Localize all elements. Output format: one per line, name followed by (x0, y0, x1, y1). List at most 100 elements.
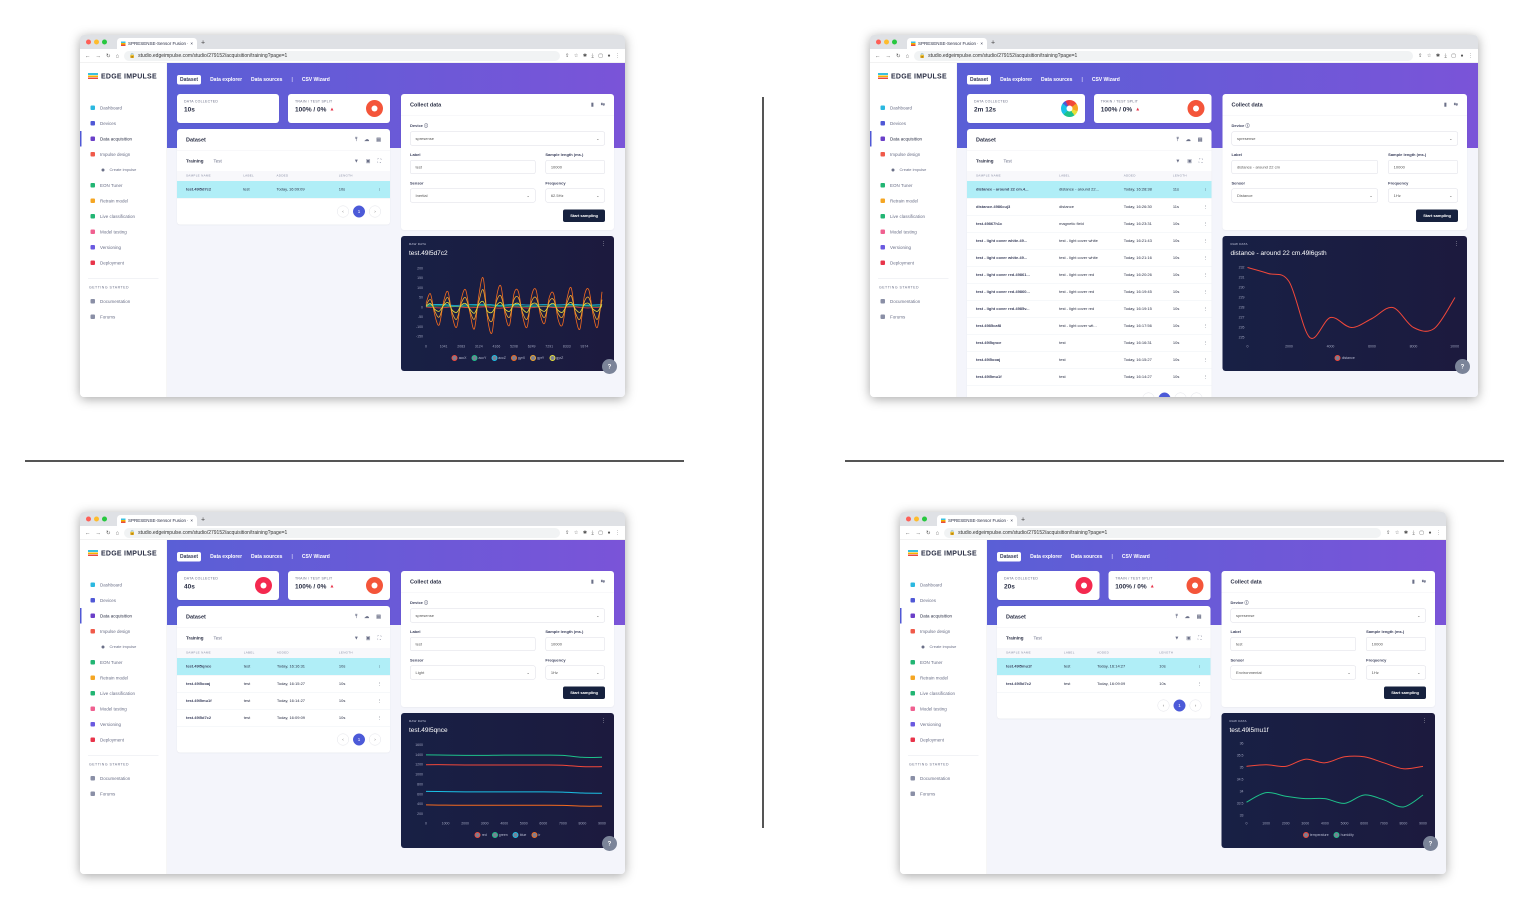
sidebar-item-impulse-design[interactable]: Impulse design (80, 147, 167, 163)
sidebar-item-eon-tuner[interactable]: EON Tuner (900, 655, 987, 671)
sidebar-item-create-impulse[interactable]: Create impulse (870, 162, 957, 178)
sidebar-item-impulse-design[interactable]: Impulse design (80, 624, 167, 640)
profile-icon[interactable]: ● (607, 530, 611, 536)
url-field[interactable]: 🔒 studio.edgeimpulse.com/studio/279152/ac… (123, 527, 561, 538)
maximize-window-button[interactable] (102, 516, 107, 522)
sidebar-item-live-classification[interactable]: Live classification (80, 686, 167, 702)
tab-test[interactable]: Test (213, 635, 222, 641)
select-icon[interactable]: ▣ (365, 635, 371, 641)
browser-tab[interactable]: SPRESENSE-Sensor Fusion - I × (117, 38, 197, 49)
menu-icon[interactable]: ⋮ (1468, 53, 1473, 59)
connect-icon[interactable]: ⇆ (600, 102, 605, 108)
label-input[interactable]: test (410, 637, 536, 651)
back-icon[interactable]: ← (85, 529, 91, 536)
tab-dataset[interactable]: Dataset (967, 74, 992, 85)
sidebar-item-documentation[interactable]: Documentation (870, 294, 957, 310)
minimize-window-button[interactable] (94, 39, 99, 45)
sample-name[interactable]: test.49l5mu1f (997, 658, 1055, 676)
tab-training[interactable]: Training (186, 158, 204, 164)
sample-name[interactable]: test.49l5ooaj (967, 351, 1051, 369)
sidebar-item-deployment[interactable]: Deployment (80, 732, 167, 748)
legend-item-gyrX[interactable]: gyrX (510, 355, 525, 361)
close-window-button[interactable] (86, 39, 91, 45)
upload-icon[interactable]: ⤒ (1175, 614, 1178, 620)
new-tab-icon[interactable]: + (201, 38, 206, 46)
sidebar-item-retrain-model[interactable]: Retrain model (80, 193, 167, 209)
maximize-window-button[interactable] (922, 516, 927, 522)
sidebar-item-live-classification[interactable]: Live classification (80, 209, 167, 225)
sidebar-item-create-impulse[interactable]: Create impulse (80, 639, 167, 655)
minimize-window-button[interactable] (884, 39, 889, 45)
share-icon[interactable]: ⇪ (565, 53, 570, 59)
legend-item-gyrY[interactable]: gyrY (530, 355, 544, 361)
file-icon[interactable]: ▤ (376, 137, 381, 143)
sidebar-item-devices[interactable]: Devices (80, 116, 167, 132)
sidebar-item-data-acquisition[interactable]: Data acquisition (870, 131, 957, 147)
legend-item-blue[interactable]: blue (512, 832, 526, 838)
sidebar-item-versioning[interactable]: Versioning (900, 717, 987, 733)
tab-training[interactable]: Training (976, 158, 994, 164)
more-options-icon[interactable]: ⋮ (1203, 306, 1208, 311)
frequency-select[interactable]: 1Hz ⌄ (545, 665, 605, 680)
sample-name[interactable]: test - light cover white.49... (967, 249, 1051, 267)
forward-icon[interactable]: → (95, 529, 102, 536)
table-row[interactable]: distance.4986cuj3 distance Today, 16:26:30… (967, 198, 1212, 216)
device-icon[interactable]: ▮ (591, 102, 594, 108)
upload-icon[interactable]: ⤒ (355, 137, 358, 143)
sidebar-item-devices[interactable]: Devices (900, 593, 987, 609)
menu-icon[interactable]: ⋮ (615, 530, 620, 536)
tab-data-sources[interactable]: Data sources (251, 76, 283, 83)
file-icon[interactable]: ▤ (1197, 137, 1203, 143)
sidebar-item-devices[interactable]: Devices (870, 116, 957, 132)
sample-name[interactable]: test.4985caf8 (967, 317, 1051, 335)
sidebar-item-live-classification[interactable]: Live classification (900, 686, 987, 702)
prev-page-icon[interactable]: ‹ (337, 733, 349, 746)
select-icon[interactable]: ▣ (1187, 158, 1192, 164)
sidebar-item-dashboard[interactable]: Dashboard (80, 577, 167, 593)
reload-icon[interactable]: ↻ (896, 53, 901, 59)
sidebar-item-eon-tuner[interactable]: EON Tuner (870, 178, 957, 194)
extensions-icon[interactable]: ✱ (582, 53, 588, 59)
home-icon[interactable]: ⌂ (115, 52, 119, 59)
minimize-window-button[interactable] (94, 516, 99, 522)
url-field[interactable]: 🔒 studio.edgeimpulse.com/studio/279152/ac… (123, 50, 561, 61)
share-icon[interactable]: ⇪ (1386, 530, 1391, 536)
filter-icon[interactable]: ▼ (1174, 635, 1180, 641)
sample-length-input[interactable]: 10000 (545, 160, 605, 174)
forward-icon[interactable]: → (95, 52, 102, 59)
tab-data-explorer[interactable]: Data explorer (210, 553, 243, 560)
file-icon[interactable]: ▤ (1196, 614, 1202, 620)
table-row[interactable]: test - light cover red.49861... test - li… (967, 266, 1212, 284)
maximize-window-button[interactable] (892, 39, 897, 45)
label-input[interactable]: test (410, 160, 536, 174)
table-row[interactable]: test - light cover white.49... test - lig… (967, 249, 1212, 267)
device-icon[interactable]: ▮ (591, 579, 594, 585)
tab-csv-wizard[interactable]: CSV Wizard (301, 76, 330, 83)
reload-icon[interactable]: ↻ (106, 53, 111, 59)
bookmark-star-icon[interactable]: ☆ (573, 530, 579, 536)
forward-icon[interactable]: → (885, 52, 892, 59)
more-options-icon[interactable]: ⋮ (377, 715, 382, 720)
expand-icon[interactable]: ⛶ (1199, 158, 1203, 164)
filter-icon[interactable]: ▼ (353, 635, 359, 641)
more-options-icon[interactable]: ⋮ (1203, 357, 1208, 362)
profile-icon[interactable]: ● (1428, 530, 1432, 536)
tab-csv-wizard[interactable]: CSV Wizard (1121, 553, 1150, 560)
download-icon[interactable]: ⤓ (591, 53, 594, 59)
menu-icon[interactable]: ⋮ (1436, 530, 1441, 536)
tab-data-sources[interactable]: Data sources (1041, 76, 1073, 83)
close-tab-icon[interactable]: × (980, 41, 983, 46)
filter-icon[interactable]: ▼ (353, 158, 359, 164)
browser-tab[interactable]: SPRESENSE-Sensor Fusion - I × (937, 515, 1017, 526)
sample-name[interactable]: distance - around 22 cm.4... (967, 181, 1051, 199)
table-row[interactable]: test - light cover red.49860... test - li… (967, 283, 1212, 301)
tab-csv-wizard[interactable]: CSV Wizard (1091, 76, 1120, 83)
more-options-icon[interactable]: ⋮ (377, 681, 382, 686)
profile-icon[interactable]: ● (607, 53, 611, 59)
sidebar-item-retrain-model[interactable]: Retrain model (870, 193, 957, 209)
bookmark-star-icon[interactable]: ☆ (573, 53, 579, 59)
device-select[interactable]: spresense ⌄ (1231, 131, 1458, 146)
upload-icon[interactable]: ⤒ (1176, 137, 1179, 143)
more-options-icon[interactable]: ⋮ (377, 187, 382, 192)
tab-test[interactable]: Test (1003, 158, 1012, 164)
